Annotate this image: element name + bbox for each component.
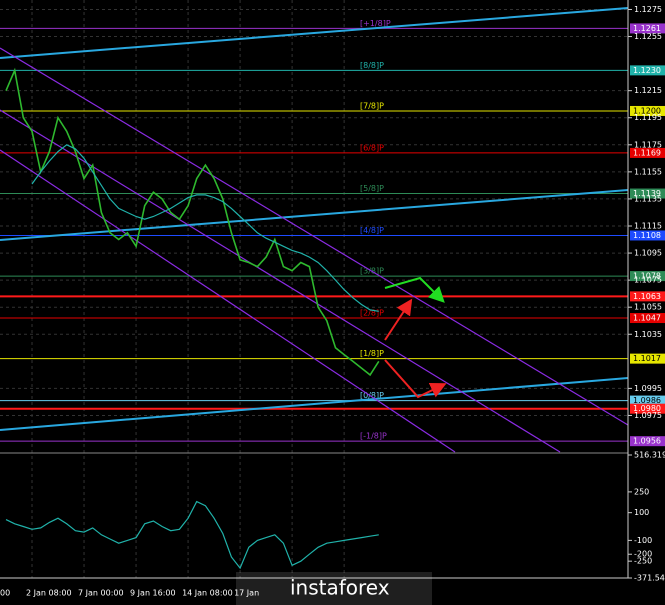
level-label: 1.1139 — [633, 189, 661, 198]
y-tick-label: -250 — [634, 557, 652, 566]
level-box — [630, 147, 665, 158]
level-label: 1.1261 — [633, 24, 661, 33]
arrow — [384, 276, 445, 303]
level-box — [630, 23, 665, 34]
level-label: 1.1230 — [633, 66, 661, 75]
arrow — [384, 359, 447, 399]
y-tick-label: 1.1175 — [634, 140, 662, 149]
y-tick-label: 1.1195 — [634, 113, 662, 122]
y-tick-label: 1.0995 — [634, 384, 662, 393]
level-label: 1.1017 — [633, 354, 661, 363]
series-line — [31, 144, 379, 312]
grid — [0, 0, 632, 579]
murray-label: [4/8]P — [360, 226, 384, 235]
x-tick-label: 17 Jan — [234, 589, 259, 598]
trend-line — [0, 189, 629, 241]
murray-label: [+1/8]P — [360, 19, 391, 28]
watermark: instaforex — [236, 572, 432, 605]
y-tick-label: 1.1095 — [634, 249, 662, 258]
murray-label: [6/8]P — [360, 143, 384, 152]
x-tick-label: 14 Jan 08:00 — [182, 589, 233, 598]
trend-line — [0, 7, 629, 59]
y-tick-label: 1.1255 — [634, 32, 662, 41]
y-tick-label: 1.1135 — [634, 194, 662, 203]
y-tick-label: 1.1035 — [634, 330, 662, 339]
series-line — [5, 500, 379, 570]
murray-label: [7/8]P — [360, 101, 384, 110]
level-label: 1.1108 — [633, 231, 661, 240]
y-tick-label: 1.1115 — [634, 222, 662, 231]
y-tick-label: 1.1155 — [634, 167, 662, 176]
y-tick-label: 100 — [634, 508, 649, 517]
level-label: 1.0980 — [633, 404, 661, 413]
watermark-text: instaforex — [290, 576, 390, 600]
trend-line — [0, 377, 629, 431]
arrows — [384, 276, 447, 399]
level-box — [630, 291, 665, 302]
murray-label: [-1/8]P — [360, 432, 387, 441]
level-label: 1.1078 — [633, 272, 661, 281]
level-label: 1.1047 — [633, 314, 661, 323]
level-label: 1.0956 — [633, 437, 661, 446]
y-tick-label: -200 — [634, 550, 652, 559]
x-tick-label: 7 Jan 00:00 — [78, 589, 124, 598]
level-box — [630, 230, 665, 241]
level-label: 1.1200 — [633, 106, 661, 115]
murray-label: [5/8]P — [360, 184, 384, 193]
level-label: 1.1063 — [633, 292, 661, 301]
y-tick-label: 1.1215 — [634, 86, 662, 95]
level-box — [630, 188, 665, 199]
murray-label: [8/8]P — [360, 61, 384, 70]
y-tick-label: 1.1275 — [634, 5, 662, 14]
x-tick-label: 00 — [0, 589, 10, 598]
y-tick-label: 1.1055 — [634, 303, 662, 312]
level-box — [630, 436, 665, 447]
level-label: 1.0986 — [633, 396, 661, 405]
level-box — [630, 313, 665, 324]
arrow — [384, 298, 413, 341]
y-tick-label: -371.549 — [634, 574, 665, 583]
level-box — [630, 271, 665, 282]
channel-line — [0, 149, 456, 453]
levels: 1.1261 [+1/8]P 1.1230 [8/8]P 1.1200 [7/8]P 1.1… — [0, 19, 665, 447]
level-box — [630, 353, 665, 364]
murray-label: [1/8]P — [360, 349, 384, 358]
channel-line — [0, 47, 629, 426]
watermark-box — [236, 572, 432, 605]
y-tick-label: 250 — [634, 487, 649, 496]
level-box — [630, 65, 665, 76]
x-tick-label: 2 Jan 08:00 — [26, 589, 72, 598]
plot — [5, 67, 380, 570]
y-tick-label: -100 — [634, 536, 652, 545]
level-box — [630, 105, 665, 116]
level-label: 1.1169 — [633, 148, 661, 157]
level-box — [630, 403, 665, 414]
y-tick-label: 1.1075 — [634, 276, 662, 285]
murray-label: [0/8]P — [360, 391, 384, 400]
series-line — [5, 67, 380, 377]
murray-label: [2/8]P — [360, 309, 384, 318]
level-box — [630, 395, 665, 406]
y-tick-label: 1.0975 — [634, 411, 662, 420]
x-tick-label: 9 Jan 16:00 — [130, 589, 176, 598]
